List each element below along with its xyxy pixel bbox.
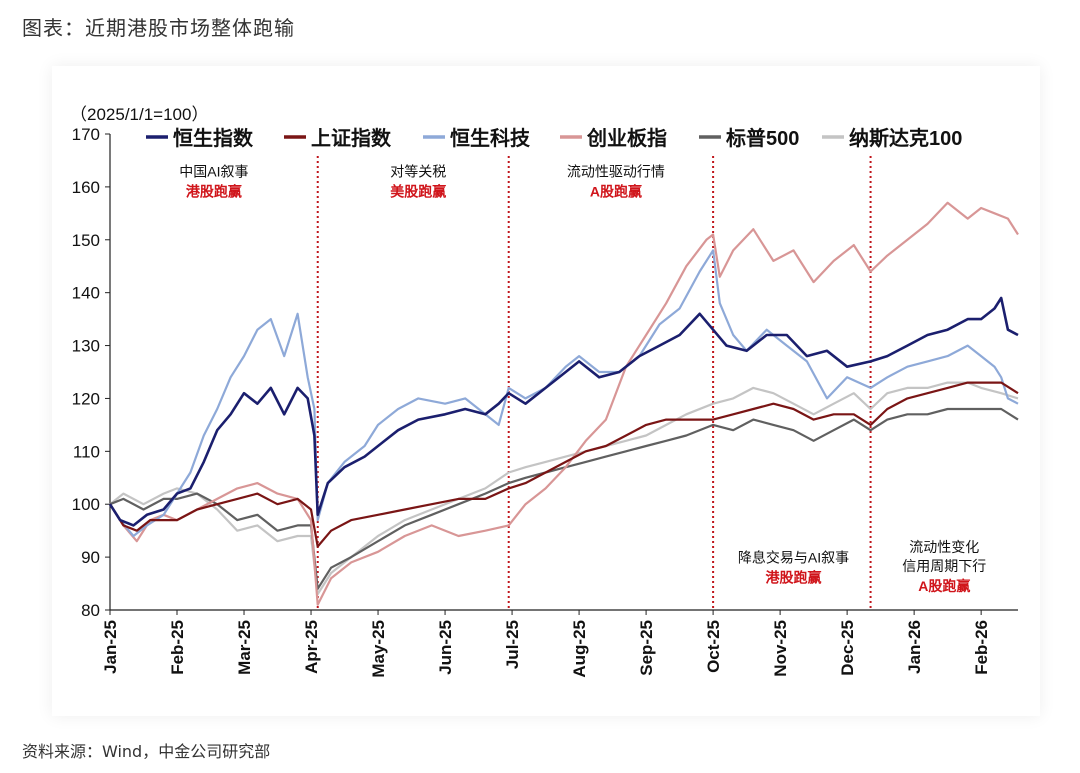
- phase-winner-5: A股跑赢: [918, 578, 970, 594]
- legend-label-6: 纳斯达克100: [849, 126, 962, 150]
- legend-label-4: 创业板指: [586, 126, 667, 150]
- x-tick-label: Mar-25: [235, 620, 254, 675]
- x-tick-label: Jan-26: [905, 620, 924, 674]
- y-tick-label: 90: [81, 548, 100, 567]
- y-tick-label: 140: [72, 284, 100, 303]
- x-tick-label: Nov-25: [771, 620, 790, 677]
- phase-winner-1: 港股跑赢: [186, 183, 242, 199]
- series-line-6: [109, 381, 1019, 596]
- legend-label-1: 恒生指数: [173, 126, 254, 150]
- series-line-3: [109, 249, 1019, 538]
- line-chart: （2025/1/1=100） 80 90 100 110 120 130 140 150 160 1…: [70, 105, 1019, 678]
- phase-label-3: 流动性驱动行情: [567, 163, 665, 179]
- phase-label-5: 流动性变化: [909, 539, 979, 555]
- phase-winner-2: 美股跑赢: [390, 183, 446, 199]
- phase-winner-3: A股跑赢: [590, 183, 642, 199]
- phase-winner-4: 港股跑赢: [766, 569, 822, 585]
- legend-label-5: 标普500: [726, 126, 799, 150]
- legend-label-2: 上证指数: [311, 126, 392, 150]
- series-line-1: [108, 296, 1019, 527]
- x-tick-label: Jun-25: [436, 620, 455, 675]
- phase-label-2: 对等关税: [390, 163, 446, 179]
- x-tick-label: Oct-25: [704, 620, 723, 673]
- source-note: 资料来源：Wind，中金公司研究部: [22, 742, 271, 761]
- x-tick-label: Jul-25: [503, 620, 522, 669]
- y-axis-label: （2025/1/1=100）: [70, 105, 208, 124]
- phase-label-1: 中国AI叙事: [179, 163, 248, 179]
- series-line-5: [109, 407, 1019, 590]
- series-line-4: [109, 201, 1019, 606]
- y-tick-label: 170: [72, 125, 100, 144]
- y-tick-label: 110: [73, 442, 100, 461]
- y-tick-label: 150: [72, 231, 100, 250]
- series-line-2: [109, 381, 1019, 548]
- y-tick-label: 80: [81, 601, 100, 620]
- phase-label-4: 降息交易与AI叙事: [738, 549, 849, 565]
- x-tick-label: Feb-26: [972, 620, 991, 675]
- y-tick-label: 120: [72, 389, 100, 408]
- x-tick-label: Feb-25: [168, 620, 187, 675]
- page-title: 图表：近期港股市场整体跑输: [22, 16, 295, 40]
- y-tick-label: 160: [72, 178, 100, 197]
- y-tick-label: 100: [72, 495, 100, 514]
- chart-card: （2025/1/1=100） 80 90 100 110 120 130 140 150 160 1…: [52, 66, 1040, 716]
- y-tick-label: 130: [72, 337, 100, 356]
- x-tick-label: Sep-25: [637, 620, 656, 676]
- legend-label-3: 恒生科技: [450, 126, 531, 150]
- x-tick-label: Jan-25: [101, 620, 120, 674]
- x-tick-label: May-25: [369, 620, 388, 678]
- x-tick-label: Aug-25: [570, 620, 589, 678]
- phase-label2-5: 信用周期下行: [902, 558, 986, 574]
- x-tick-label: Dec-25: [838, 620, 857, 676]
- x-tick-label: Apr-25: [302, 620, 321, 674]
